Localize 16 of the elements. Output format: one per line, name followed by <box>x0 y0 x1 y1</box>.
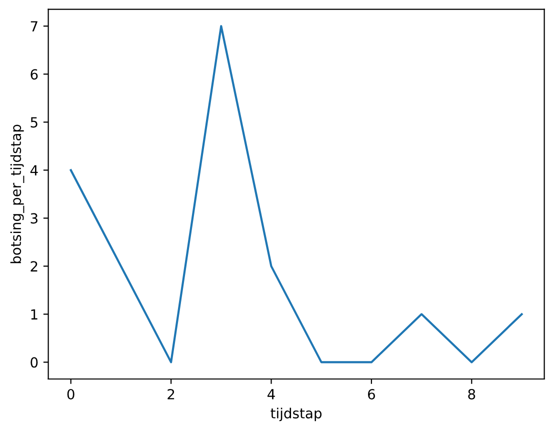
y-tick-label: 4 <box>30 165 38 176</box>
x-tick-label: 2 <box>168 388 174 400</box>
x-axis-title: tijdstap <box>270 408 322 422</box>
line-series <box>70 25 523 364</box>
x-tick-label: 6 <box>368 388 375 400</box>
y-tick-label: 7 <box>30 21 38 32</box>
x-tick-label: 4 <box>268 389 275 400</box>
y-tick-label: 1 <box>31 309 38 320</box>
y-tick-label: 3 <box>30 213 38 224</box>
y-axis-title: botsing_per_tijdstap <box>10 124 24 264</box>
y-tick-label: 0 <box>30 357 38 368</box>
y-tick-label: 6 <box>30 69 38 80</box>
y-tick-label: 5 <box>30 117 38 128</box>
y-tick-label: 2 <box>30 261 38 272</box>
x-tick-label: 0 <box>67 388 74 400</box>
x-tick-label: 8 <box>468 388 476 400</box>
